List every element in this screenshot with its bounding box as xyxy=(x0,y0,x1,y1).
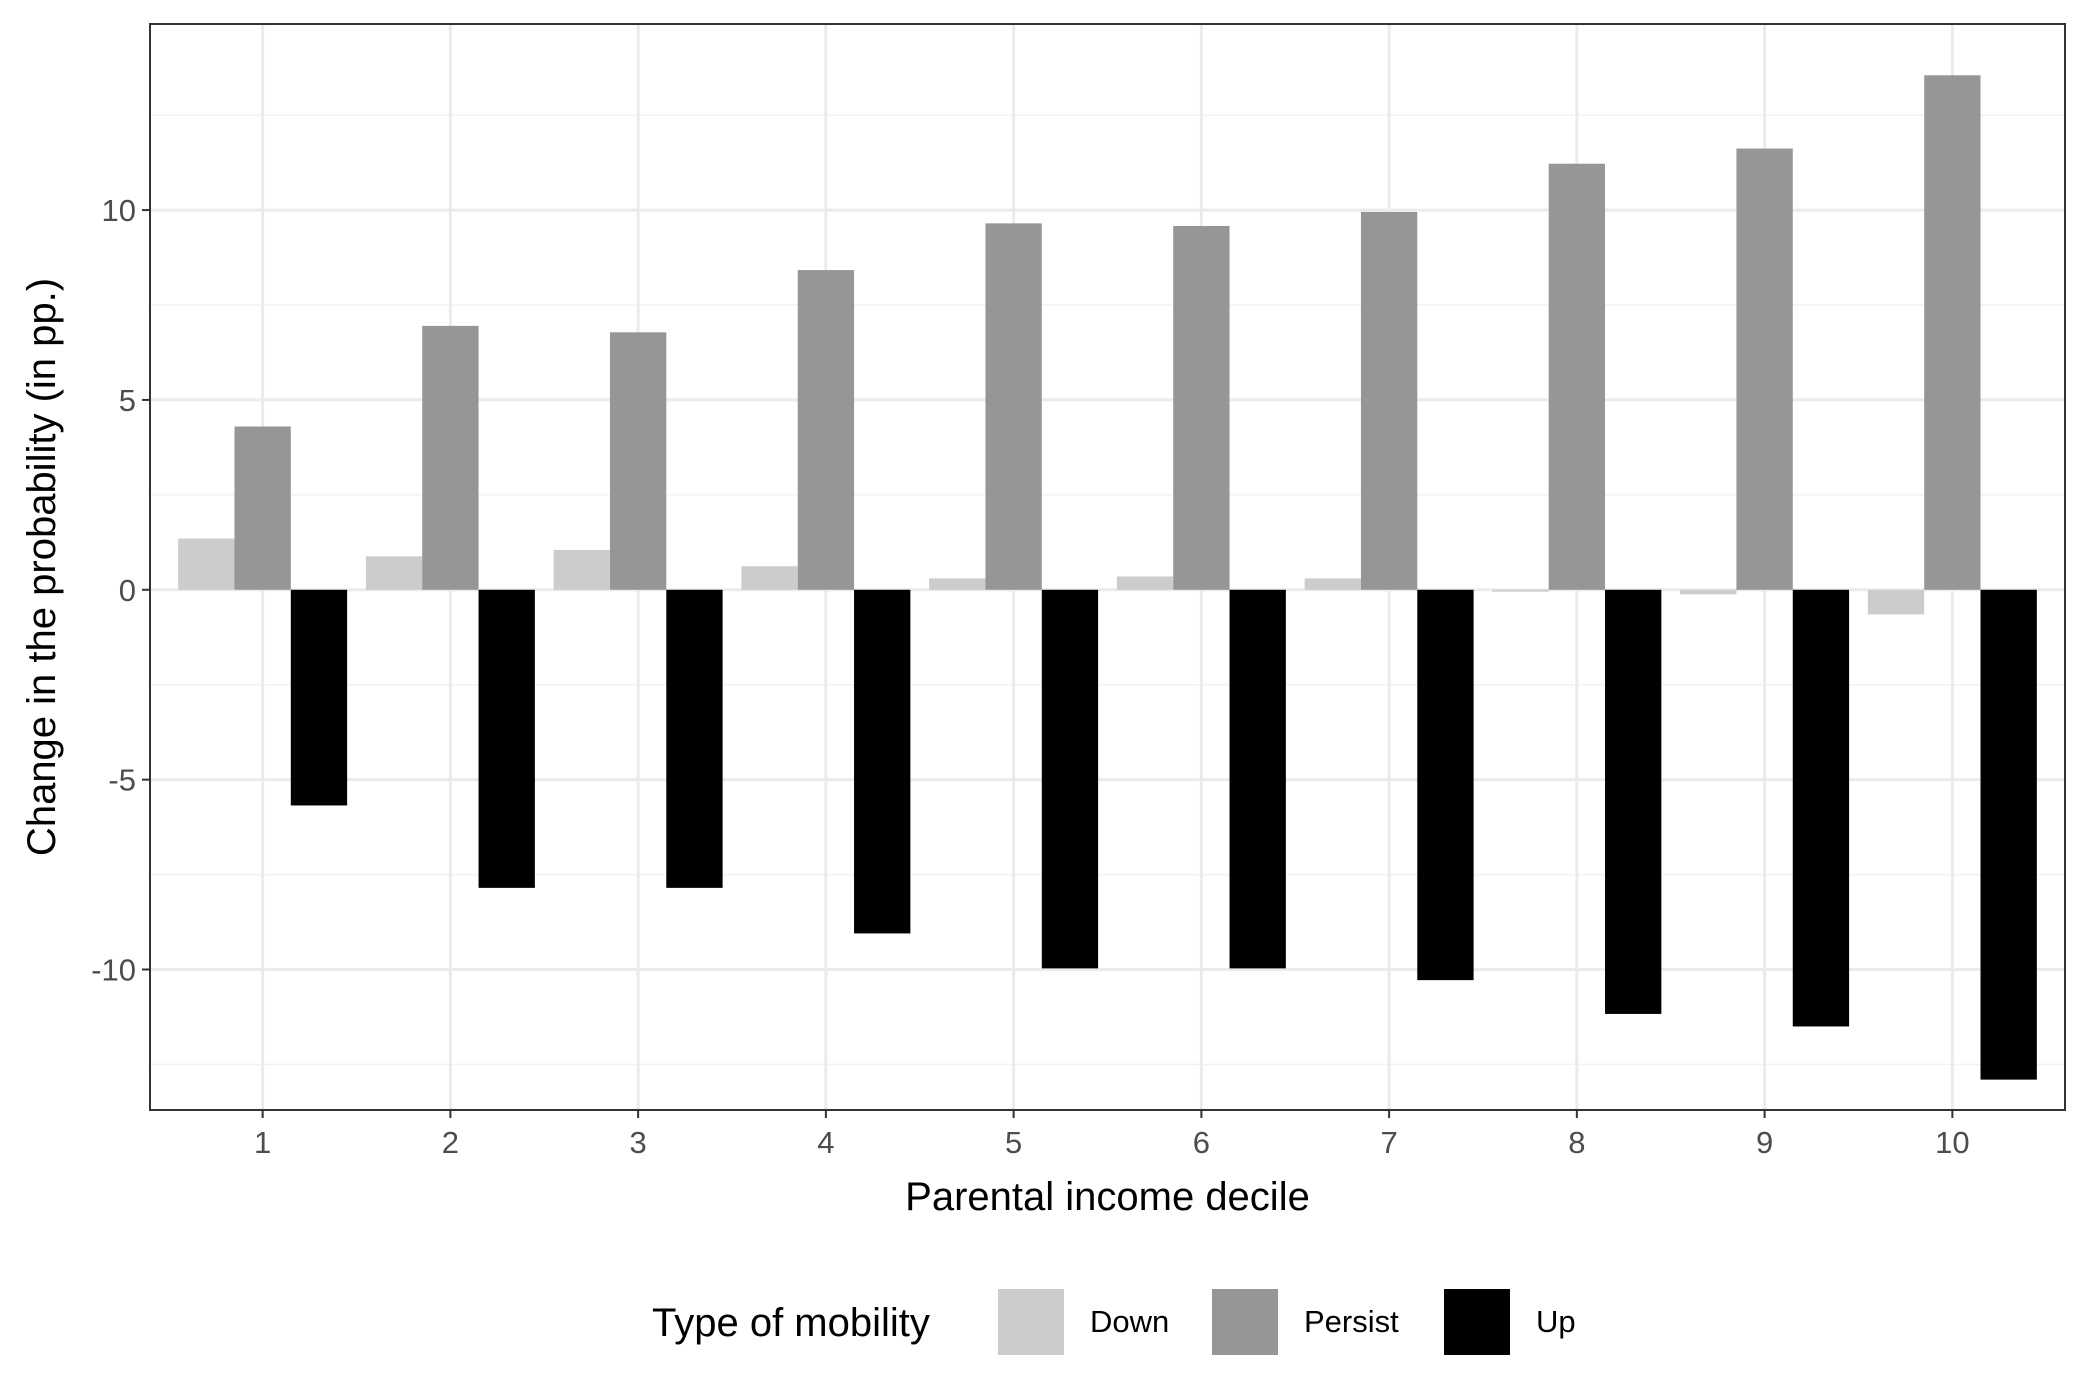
bar-up-6 xyxy=(1229,589,1286,969)
bar-down-7 xyxy=(1304,578,1361,590)
y-tick-label: 5 xyxy=(119,383,136,418)
bar-down-10 xyxy=(1867,589,1925,615)
legend-key-down xyxy=(998,1289,1064,1355)
legend-key-persist xyxy=(1212,1289,1278,1355)
legend-label-up: Up xyxy=(1536,1304,1576,1339)
bar-up-8 xyxy=(1605,589,1662,1014)
y-tick-label: -5 xyxy=(108,763,136,798)
bar-down-9 xyxy=(1680,589,1737,595)
bar-persist-5 xyxy=(985,223,1042,590)
bar-down-6 xyxy=(1116,576,1174,590)
bar-persist-8 xyxy=(1548,163,1606,590)
bar-up-5 xyxy=(1041,589,1099,969)
y-tick-label: 10 xyxy=(102,193,136,228)
bar-down-1 xyxy=(178,538,235,590)
x-axis-title: Parental income decile xyxy=(905,1175,1310,1219)
bar-up-2 xyxy=(478,589,535,888)
bar-persist-9 xyxy=(1736,148,1793,590)
x-tick-label: 8 xyxy=(1568,1125,1585,1160)
bar-persist-7 xyxy=(1360,211,1418,590)
legend-label-down: Down xyxy=(1090,1304,1169,1339)
x-axis: 1 2 3 4 5 6 7 8 9 10 xyxy=(254,1110,1970,1160)
x-tick-label: 7 xyxy=(1380,1125,1397,1160)
x-tick-label: 6 xyxy=(1193,1125,1210,1160)
x-tick-label: 4 xyxy=(817,1125,834,1160)
x-tick-label: 5 xyxy=(1005,1125,1022,1160)
bar-up-10 xyxy=(1980,589,2037,1080)
bars xyxy=(178,75,2037,1080)
y-axis-title: Change in the probability (in pp.) xyxy=(20,278,64,856)
bar-persist-2 xyxy=(422,325,479,590)
x-tick-label: 9 xyxy=(1756,1125,1773,1160)
bar-persist-6 xyxy=(1173,226,1230,590)
legend-key-up xyxy=(1444,1289,1510,1355)
y-axis: -10 -5 0 5 10 xyxy=(91,193,150,988)
bar-persist-10 xyxy=(1924,75,1981,590)
bar-up-1 xyxy=(290,589,348,806)
bar-down-3 xyxy=(553,549,610,590)
bar-persist-4 xyxy=(797,270,855,590)
bar-persist-1 xyxy=(234,426,291,590)
bar-persist-3 xyxy=(609,332,667,590)
bar-down-5 xyxy=(929,578,986,590)
y-tick-label: 0 xyxy=(119,573,136,608)
bar-up-9 xyxy=(1792,589,1850,1027)
bar-down-4 xyxy=(741,566,798,590)
x-tick-label: 10 xyxy=(1935,1125,1969,1160)
bar-down-8 xyxy=(1492,589,1549,592)
bar-up-3 xyxy=(666,589,723,888)
x-tick-label: 3 xyxy=(630,1125,647,1160)
bar-up-7 xyxy=(1417,589,1474,981)
legend-title: Type of mobility xyxy=(652,1301,930,1345)
legend: Type of mobility Down Persist Up xyxy=(652,1289,1576,1355)
x-tick-label: 1 xyxy=(254,1125,271,1160)
bar-up-4 xyxy=(854,589,911,934)
x-tick-label: 2 xyxy=(442,1125,459,1160)
panel-border xyxy=(149,23,2066,1111)
bar-down-2 xyxy=(365,556,423,590)
y-tick-label: -10 xyxy=(91,953,136,988)
legend-label-persist: Persist xyxy=(1304,1304,1399,1339)
